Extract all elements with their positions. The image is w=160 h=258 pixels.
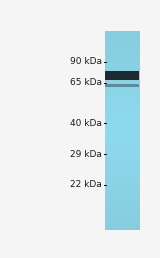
Bar [105, 71, 139, 80]
Text: 40 kDa: 40 kDa [70, 119, 102, 128]
Bar [105, 84, 139, 87]
Text: 29 kDa: 29 kDa [70, 150, 102, 159]
Text: 22 kDa: 22 kDa [70, 180, 102, 189]
Text: 90 kDa: 90 kDa [70, 57, 102, 66]
Text: 65 kDa: 65 kDa [70, 78, 102, 87]
